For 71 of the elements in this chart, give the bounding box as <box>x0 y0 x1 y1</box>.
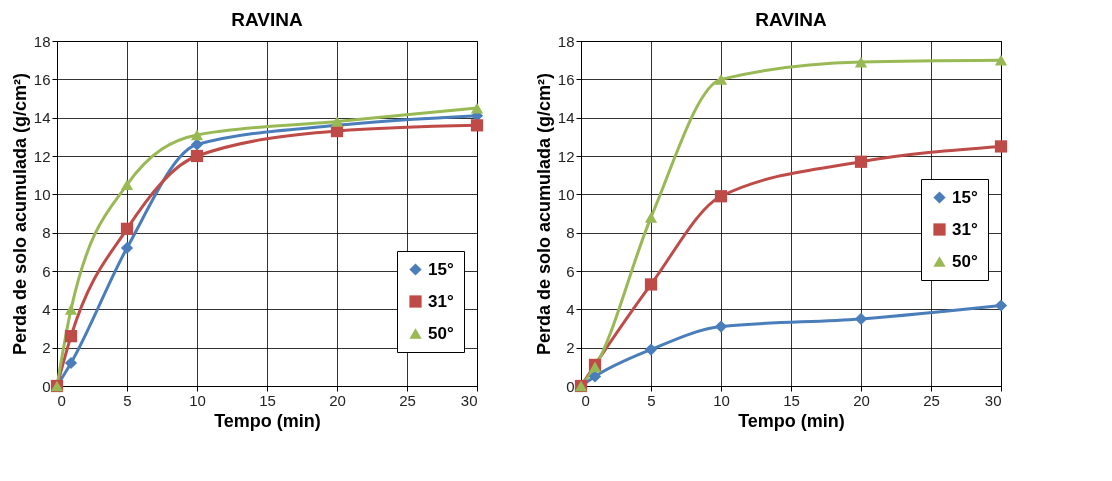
legend-label: 31° <box>952 219 978 239</box>
point <box>64 356 78 370</box>
y-tick-label: 10 <box>557 185 575 203</box>
point <box>120 179 134 191</box>
legend-label: 50° <box>428 323 454 343</box>
x-axis-title: Tempo (min) <box>214 410 321 431</box>
point <box>330 116 344 127</box>
y-tick-label: 4 <box>42 300 51 318</box>
y-axis-title: Perda de solo acumulada (g/cm²) <box>9 72 30 356</box>
y-tick-label: 12 <box>33 147 51 165</box>
y-tick-label: 16 <box>557 70 575 88</box>
point <box>64 304 78 315</box>
y-tick-label: 6 <box>42 262 51 280</box>
y-tick-label: 2 <box>42 339 51 357</box>
chart-title: RAVINA <box>755 9 827 30</box>
point <box>994 54 1008 66</box>
x-axis-title: Tempo (min) <box>738 410 845 431</box>
point <box>644 212 658 223</box>
point <box>120 241 134 255</box>
point <box>854 155 868 168</box>
legend-label: 15° <box>952 187 978 207</box>
y-tick-label: 14 <box>557 109 575 127</box>
y-tick-label: 10 <box>33 185 51 203</box>
x-tick-label: 10 <box>189 391 206 409</box>
x-tick-label: 15 <box>259 391 276 409</box>
x-tick-label: 20 <box>853 391 870 409</box>
y-tick-label: 18 <box>33 32 51 50</box>
x-tick-label: 25 <box>923 391 940 409</box>
point <box>120 222 134 235</box>
y-tick-label: 12 <box>557 147 575 165</box>
point <box>994 140 1008 153</box>
x-tick-label: 10 <box>713 391 730 409</box>
point <box>588 370 602 383</box>
point <box>714 74 728 85</box>
x-tick-label: 0 <box>581 391 590 409</box>
y-tick-label: 2 <box>566 339 575 357</box>
point <box>714 320 728 333</box>
point <box>64 330 78 343</box>
x-tick-label: 30 <box>984 391 1002 409</box>
x-tick-label: 5 <box>647 391 656 409</box>
point <box>190 149 204 163</box>
point <box>470 119 484 132</box>
x-tick-label: 20 <box>329 391 346 409</box>
point <box>854 56 868 68</box>
legend-label: 50° <box>952 251 978 271</box>
y-tick-label: 0 <box>566 377 575 395</box>
point <box>470 102 484 114</box>
x-tick-label: 15 <box>783 391 800 409</box>
x-tick-label: 25 <box>399 391 416 409</box>
y-tick-label: 8 <box>566 224 575 242</box>
y-tick-label: 16 <box>33 70 51 88</box>
legend-label: 31° <box>428 291 454 311</box>
y-tick-label: 6 <box>566 262 575 280</box>
y-tick-label: 4 <box>566 300 575 318</box>
point <box>714 190 728 203</box>
legend-label: 15° <box>428 259 454 279</box>
y-tick-label: 0 <box>42 377 51 395</box>
point <box>644 343 658 356</box>
point <box>190 138 204 151</box>
y-tick-label: 8 <box>42 224 51 242</box>
point <box>854 312 868 326</box>
y-tick-label: 18 <box>557 32 575 50</box>
point <box>644 278 658 291</box>
x-tick-label: 5 <box>123 391 132 409</box>
y-tick-label: 14 <box>33 109 51 127</box>
x-tick-label: 0 <box>57 391 66 409</box>
point <box>190 129 204 141</box>
chart-title: RAVINA <box>231 9 303 30</box>
y-axis-title: Perda de solo acumulada (g/cm²) <box>533 72 554 356</box>
x-tick-label: 30 <box>460 391 478 409</box>
point <box>994 299 1008 312</box>
